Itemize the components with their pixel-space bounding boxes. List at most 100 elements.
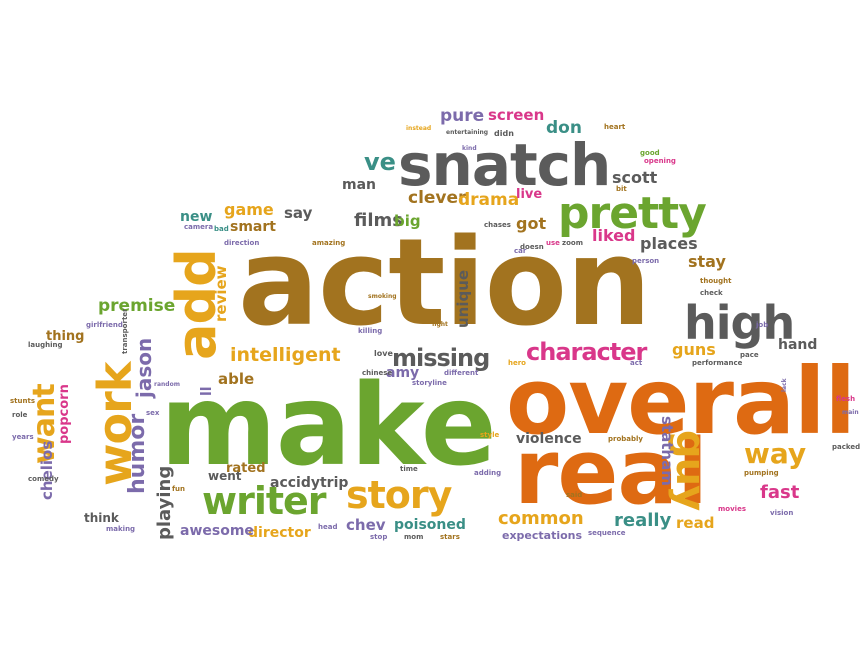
word: story (346, 473, 452, 517)
word: director (248, 525, 311, 541)
word: pace (740, 351, 759, 359)
word: way (744, 437, 807, 470)
word: head (318, 523, 338, 531)
word: person (632, 257, 660, 265)
word: sequence (588, 529, 626, 537)
word: ve (364, 148, 396, 176)
word: movies (718, 505, 746, 513)
word: intelligent (230, 344, 341, 366)
word: stars (440, 533, 460, 541)
word: common (498, 508, 584, 529)
word: big (394, 212, 421, 230)
word: stay (688, 252, 726, 271)
word: game (224, 200, 274, 219)
word: unique (454, 269, 472, 328)
word: random (154, 381, 180, 388)
word: guns (672, 340, 716, 359)
word: camera (184, 223, 214, 231)
word: playing (154, 465, 175, 540)
word: didn (494, 129, 514, 138)
word: pure (440, 106, 485, 126)
word: clever (408, 188, 467, 208)
word: instead (406, 125, 432, 132)
word: jason (132, 337, 156, 398)
word: thing (46, 329, 85, 344)
word: said (566, 491, 583, 499)
word: liked (592, 226, 636, 245)
word: live (516, 187, 543, 202)
word: hero (508, 359, 526, 367)
word: car (514, 247, 527, 255)
word: performance (692, 359, 743, 367)
word: accidytrip (270, 475, 349, 491)
word: mom (404, 533, 424, 541)
word: premise (98, 296, 176, 316)
word: writer (202, 479, 327, 523)
word: snatch (398, 131, 611, 199)
word: stunts (10, 397, 35, 405)
word: chelios (38, 440, 56, 500)
word: violence (516, 431, 582, 447)
word: got (516, 214, 547, 233)
word: new (180, 209, 213, 225)
word: time (400, 465, 418, 473)
word: fight (432, 321, 448, 328)
word: smoking (368, 293, 397, 300)
word: chases (484, 221, 511, 229)
word: amy (386, 365, 420, 381)
word: fun (172, 485, 186, 493)
word: statham (658, 416, 676, 486)
word: bit (616, 185, 627, 193)
word: real (514, 420, 708, 525)
word: pretty (558, 188, 707, 239)
word: action (238, 214, 651, 353)
word: poisoned (394, 517, 466, 533)
word: amazing (312, 239, 346, 247)
word: bad (214, 225, 229, 233)
word: places (640, 234, 698, 253)
word: girlfriend (86, 321, 123, 329)
word: hand (778, 337, 818, 353)
word: transporter (121, 308, 129, 355)
word: doesn (520, 243, 544, 251)
word: think (84, 511, 119, 525)
word: guy (667, 430, 713, 511)
word: sex (146, 409, 160, 417)
word: man (342, 177, 377, 193)
word: chev (346, 516, 386, 534)
word: kind (462, 145, 477, 152)
word: expectations (502, 529, 583, 542)
word: rated (226, 461, 266, 476)
word: say (284, 204, 313, 222)
word: scott (612, 168, 658, 187)
word: love (374, 349, 393, 358)
word: main (842, 409, 859, 416)
word: read (676, 514, 715, 532)
word: adding (474, 469, 502, 477)
word: stop (370, 533, 388, 541)
word: flesh (836, 395, 856, 403)
word: opening (644, 157, 676, 165)
word: making (106, 525, 136, 533)
word: style (480, 431, 500, 439)
word: storyline (412, 379, 447, 387)
word: vision (770, 509, 794, 517)
word: probably (608, 435, 643, 443)
word: killing (358, 327, 383, 335)
word: awesome (180, 523, 254, 539)
word: fast (760, 482, 800, 503)
word: overall (506, 348, 856, 455)
word: humor (125, 413, 150, 494)
word: act (630, 359, 643, 367)
word: heart (604, 123, 626, 131)
word: direction (224, 239, 260, 247)
word: make (160, 361, 497, 491)
word: high (684, 296, 795, 350)
word: went (208, 469, 242, 483)
word: good (640, 149, 660, 157)
word: ll (199, 386, 215, 396)
word: packed (832, 443, 861, 451)
word: character (526, 338, 647, 366)
word: drama (458, 190, 520, 210)
word: films (354, 210, 403, 231)
